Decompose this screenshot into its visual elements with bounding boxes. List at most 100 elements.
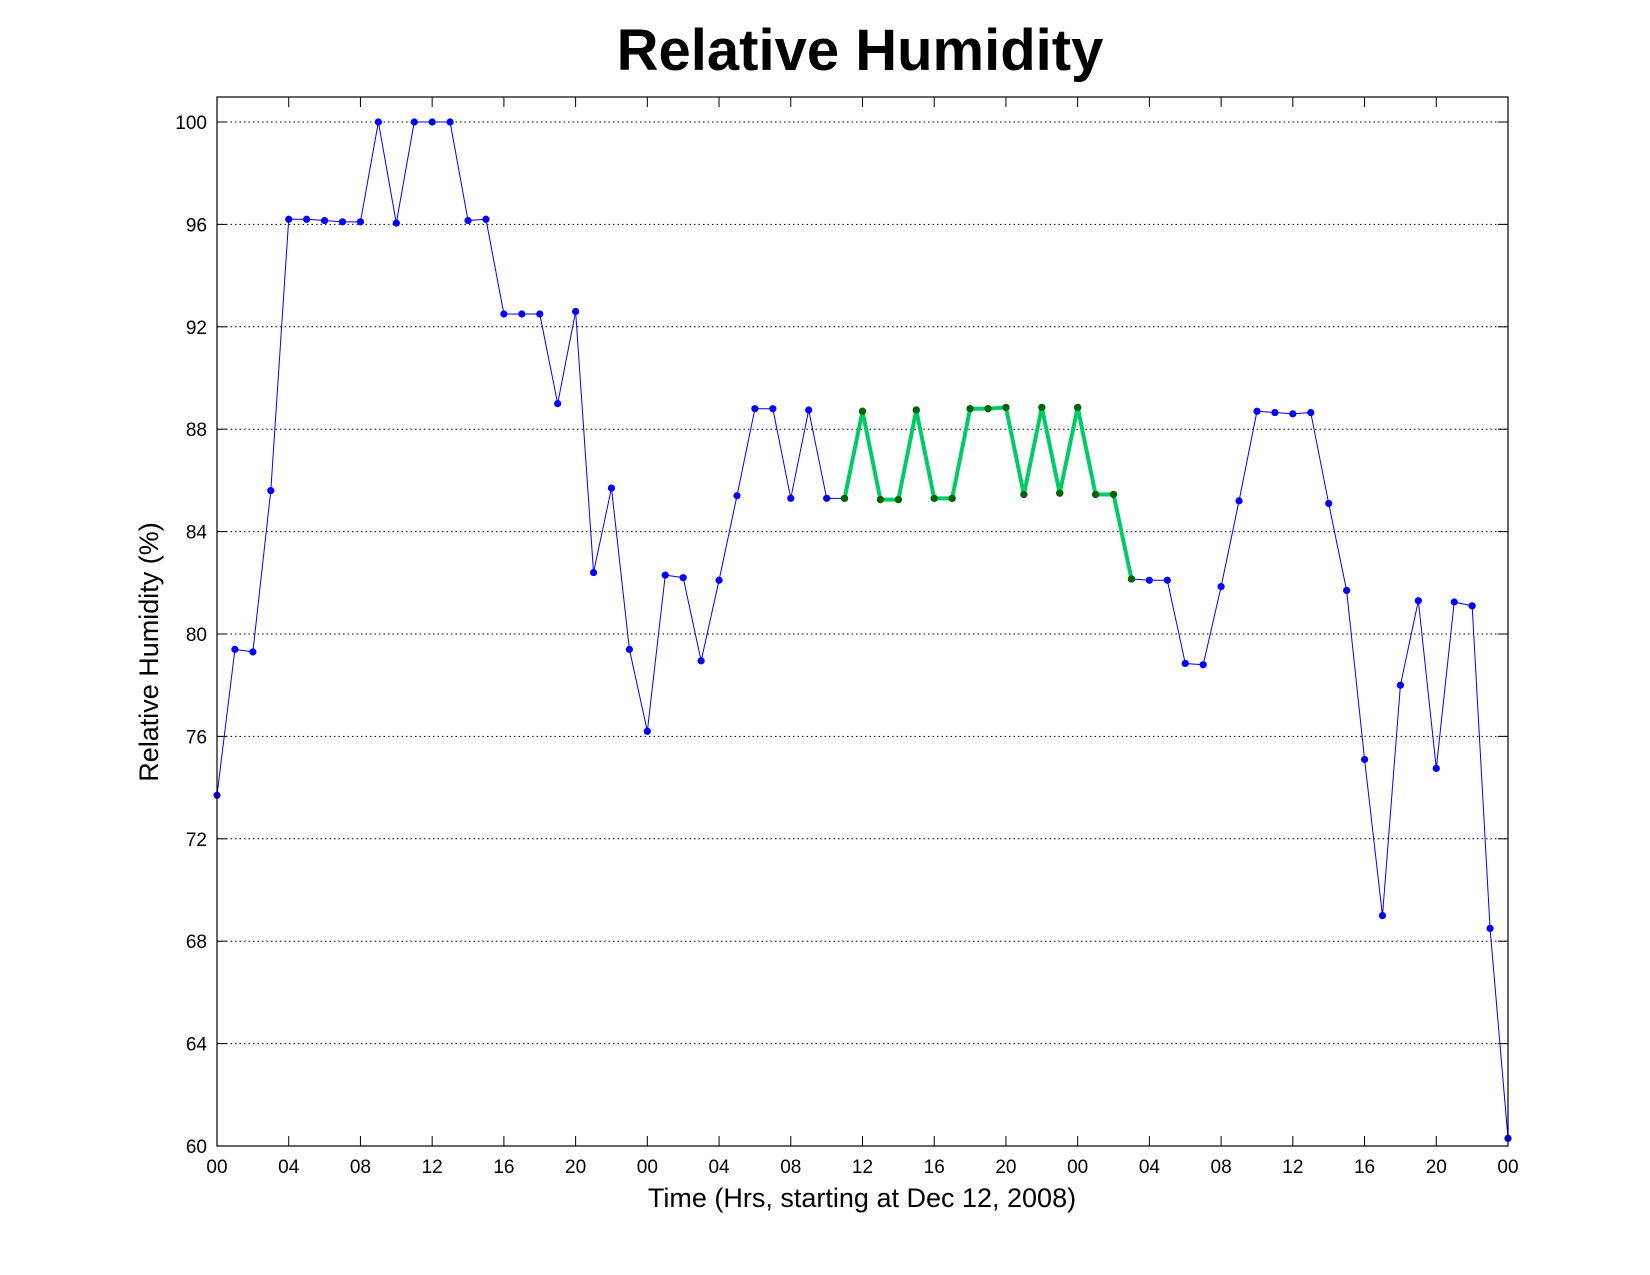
x-tick-label: 08	[780, 1157, 801, 1178]
x-tick-label: 00	[1067, 1157, 1088, 1178]
data-point	[823, 494, 831, 502]
data-point	[303, 215, 311, 223]
data-point	[410, 118, 418, 126]
x-tick-label: 20	[1426, 1157, 1447, 1178]
x-tick-label: 20	[995, 1157, 1016, 1178]
y-tick-label: 76	[186, 727, 207, 748]
x-tick-labels: 00 04 08 12 16 20 00 04 08 12 16 20 00 04 08 12 16 20 00	[206, 1157, 1518, 1178]
x-tick-label: 08	[1211, 1157, 1232, 1178]
x-tick-label: 00	[637, 1157, 658, 1178]
x-tick-label: 16	[493, 1157, 514, 1178]
data-point	[320, 216, 329, 225]
data-point	[769, 405, 777, 413]
data-point	[805, 406, 813, 414]
x-tick-label: 16	[1354, 1157, 1375, 1178]
data-point	[1378, 912, 1387, 920]
data-point	[428, 118, 436, 126]
data-point	[572, 307, 580, 316]
data-point	[1325, 499, 1333, 508]
data-point	[607, 484, 616, 492]
data-point	[679, 574, 687, 582]
y-axis-title: Relative Humidity (%)	[134, 522, 164, 782]
data-point	[1109, 490, 1118, 499]
x-tick-label: 20	[565, 1157, 586, 1178]
data-point	[1056, 489, 1064, 497]
data-point	[500, 310, 508, 318]
data-point	[858, 407, 867, 415]
data-point	[1074, 403, 1082, 412]
x-tick-label: 04	[708, 1157, 730, 1178]
data-point	[482, 215, 490, 223]
x-tick-label: 04	[1139, 1157, 1161, 1178]
data-point	[1163, 576, 1171, 584]
data-point	[231, 645, 239, 653]
data-point	[984, 405, 992, 413]
y-tick-label: 60	[186, 1137, 207, 1158]
data-point	[1396, 681, 1405, 689]
data-point	[392, 219, 400, 227]
y-tick-label: 72	[186, 830, 207, 851]
data-point	[338, 218, 347, 226]
x-tick-label: 04	[278, 1157, 300, 1178]
data-point	[715, 576, 723, 584]
data-point	[948, 494, 956, 502]
y-tick-labels: 60 64 68 72 76 80 84 88 92 96 100	[175, 113, 207, 1158]
data-point	[912, 406, 920, 414]
x-tick-label: 16	[924, 1157, 945, 1178]
y-tick-label: 88	[186, 420, 207, 441]
data-point	[1199, 661, 1207, 669]
data-point	[1343, 586, 1351, 595]
chart-title: Relative Humidity	[617, 18, 1104, 83]
data-point	[643, 727, 651, 735]
x-tick-label: 08	[350, 1157, 371, 1178]
data-point	[787, 494, 795, 502]
x-axis-title: Time (Hrs, starting at Dec 12, 2008)	[648, 1183, 1076, 1213]
x-tick-label: 00	[1497, 1157, 1518, 1178]
y-tick-label: 64	[186, 1035, 208, 1056]
data-point	[1468, 602, 1476, 610]
data-point	[1145, 576, 1153, 584]
data-point	[589, 568, 598, 577]
data-point	[1127, 575, 1136, 583]
plot-area-frame	[216, 96, 1509, 1147]
data-point	[267, 487, 275, 495]
data-point	[249, 648, 257, 656]
data-point	[1432, 764, 1440, 773]
data-point	[464, 216, 472, 225]
y-tick-label: 80	[186, 625, 207, 646]
data-point	[1038, 403, 1046, 412]
highlighted-segment-series	[840, 403, 1136, 583]
data-point	[697, 657, 705, 665]
x-tick-label: 00	[206, 1157, 227, 1178]
data-point	[1414, 597, 1422, 605]
data-series	[213, 118, 1512, 1142]
y-tick-label: 100	[175, 113, 207, 134]
data-point	[356, 218, 365, 226]
x-tick-label: 12	[852, 1157, 873, 1178]
data-point	[1486, 924, 1494, 933]
data-point	[751, 405, 759, 413]
y-tick-label: 96	[186, 215, 207, 236]
data-point	[518, 310, 526, 318]
data-point	[1217, 583, 1225, 591]
x-tick-label: 12	[1282, 1157, 1303, 1178]
data-point	[894, 496, 902, 504]
data-point	[966, 405, 974, 413]
data-point	[1235, 497, 1243, 505]
data-point	[840, 494, 849, 502]
gridlines	[217, 121, 1508, 1045]
data-point	[733, 492, 741, 500]
data-point	[1253, 407, 1261, 415]
data-point	[554, 400, 562, 408]
data-point	[374, 118, 382, 126]
y-tick-label: 92	[186, 318, 207, 339]
data-point	[876, 496, 885, 504]
data-point	[1307, 408, 1315, 417]
y-tick-label: 84	[186, 523, 208, 544]
data-point	[285, 215, 293, 223]
data-point	[1271, 408, 1279, 417]
data-point	[1002, 403, 1010, 412]
data-point	[661, 571, 669, 579]
